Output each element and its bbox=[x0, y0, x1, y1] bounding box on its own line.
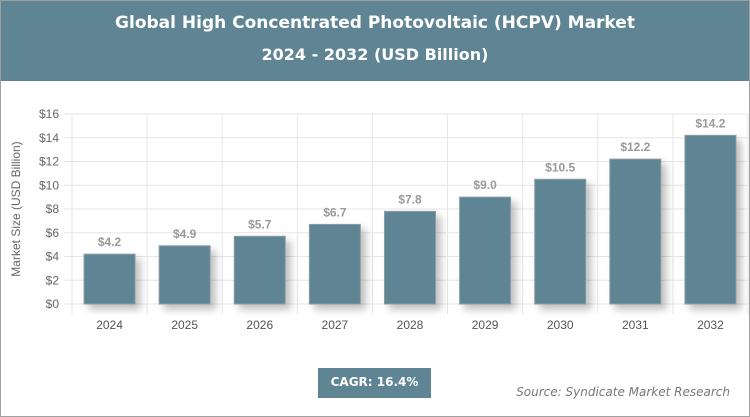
bar-2026[interactable] bbox=[233, 235, 286, 305]
x-tick-label: 2026 bbox=[246, 318, 273, 332]
y-tick-label: $12 bbox=[39, 155, 59, 169]
bar-2025[interactable] bbox=[158, 245, 211, 305]
data-label: $4.9 bbox=[173, 227, 197, 241]
y-axis-label: Market Size (USD Billion) bbox=[9, 141, 23, 276]
y-tick-label: $16 bbox=[39, 107, 59, 121]
data-label: $12.2 bbox=[620, 140, 650, 154]
data-label: $7.8 bbox=[398, 192, 422, 206]
y-tick-label: $14 bbox=[39, 131, 59, 145]
bar-2027[interactable] bbox=[308, 223, 361, 305]
data-label: $5.7 bbox=[248, 217, 272, 231]
bar-2029[interactable] bbox=[459, 196, 512, 305]
data-label: $9.0 bbox=[473, 178, 497, 192]
y-tick-label: $10 bbox=[39, 178, 59, 192]
chart-subtitle: 2024 - 2032 (USD Billion) bbox=[261, 45, 489, 64]
x-tick-label: 2027 bbox=[322, 318, 349, 332]
chart-header: Global High Concentrated Photovoltaic (H… bbox=[0, 0, 750, 81]
y-tick-label: $0 bbox=[46, 297, 60, 311]
bar-2024[interactable] bbox=[83, 253, 136, 305]
bar-2032[interactable] bbox=[684, 134, 737, 305]
source-note: Source: Syndicate Market Research bbox=[516, 385, 730, 399]
bar-2028[interactable] bbox=[384, 210, 436, 305]
cagr-badge: CAGR: 16.4% bbox=[318, 368, 431, 398]
x-tick-label: 2028 bbox=[397, 318, 424, 332]
data-label: $4.2 bbox=[98, 235, 122, 249]
x-tick-label: 2029 bbox=[472, 318, 499, 332]
data-label: $14.2 bbox=[695, 116, 725, 130]
data-label: $6.7 bbox=[323, 205, 347, 219]
data-label: $10.5 bbox=[545, 160, 575, 174]
bar-2030[interactable] bbox=[534, 178, 587, 305]
x-tick-label: 2030 bbox=[547, 318, 574, 332]
x-tick-label: 2024 bbox=[96, 318, 123, 332]
x-tick-label: 2032 bbox=[697, 318, 724, 332]
y-tick-label: $2 bbox=[46, 273, 60, 287]
y-tick-label: $4 bbox=[46, 250, 60, 264]
x-tick-label: 2025 bbox=[171, 318, 198, 332]
x-tick-label: 2031 bbox=[622, 318, 649, 332]
y-tick-label: $6 bbox=[46, 226, 60, 240]
y-tick-label: $8 bbox=[46, 202, 60, 216]
bar-2031[interactable] bbox=[609, 158, 662, 305]
chart-title: Global High Concentrated Photovoltaic (H… bbox=[115, 13, 635, 33]
